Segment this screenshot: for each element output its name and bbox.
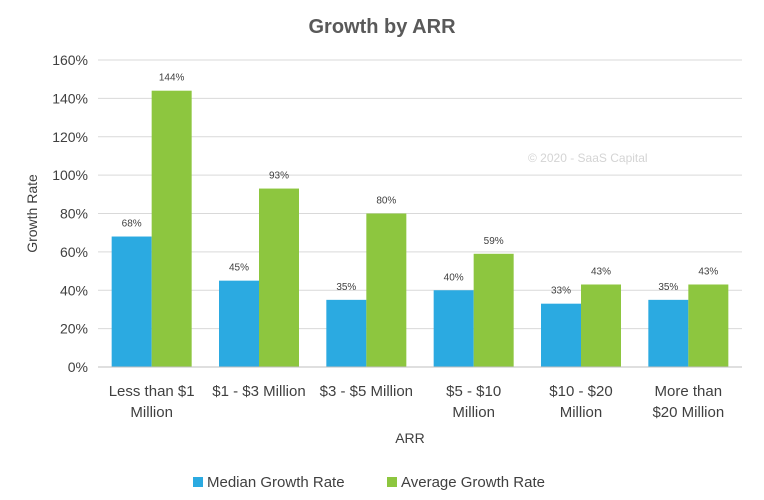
- y-axis-label: Growth Rate: [24, 174, 40, 253]
- bar-average: [259, 188, 299, 367]
- x-category-label: $3 - $5 Million: [320, 383, 413, 400]
- bar-average: [688, 284, 729, 367]
- watermark: © 2020 - SaaS Capital: [528, 151, 648, 165]
- bar-median: [541, 303, 581, 367]
- bar-average: [366, 213, 407, 367]
- y-tick-label: 80%: [60, 206, 88, 222]
- x-category-label: More than: [655, 383, 723, 400]
- gridlines: [98, 59, 742, 330]
- y-tick-label: 20%: [60, 321, 88, 337]
- bar-average: [581, 284, 621, 367]
- bar-median: [433, 290, 474, 367]
- bar-median: [326, 299, 367, 367]
- legend: Median Growth Rate Average Growth Rate: [193, 474, 545, 491]
- x-category-label: Million: [130, 404, 173, 421]
- y-tick-label: 120%: [52, 129, 88, 145]
- data-labels: 68% 144% 45% 93% 35% 80% 40% 59% 33% 43% 35% 43%: [122, 73, 719, 297]
- data-label: 80%: [376, 196, 396, 207]
- x-axis-categories: Less than $1 Million $1 - $3 Million $3 - $…: [109, 383, 724, 421]
- legend-label: Average Growth Rate: [401, 474, 545, 491]
- x-category-label: Less than $1: [109, 383, 195, 400]
- legend-swatch: [387, 477, 397, 487]
- data-label: 35%: [658, 282, 678, 293]
- bar-median: [111, 236, 152, 367]
- data-label: 33%: [551, 286, 571, 297]
- x-category-label: $20 Million: [652, 404, 724, 421]
- bar-average: [473, 253, 514, 367]
- y-tick-label: 60%: [60, 244, 88, 260]
- x-category-label: Million: [452, 404, 495, 421]
- x-category-label: $1 - $3 Million: [212, 383, 305, 400]
- data-label: 43%: [591, 266, 611, 277]
- data-label: 45%: [229, 263, 249, 274]
- data-label: 144%: [159, 73, 185, 84]
- bar-average: [151, 90, 192, 367]
- data-label: 59%: [484, 236, 504, 247]
- legend-label: Median Growth Rate: [207, 474, 345, 491]
- bars: [111, 90, 729, 367]
- y-axis-ticks: 0% 20% 40% 60% 80% 100% 120% 140% 160%: [52, 52, 88, 375]
- x-category-label: Million: [560, 404, 603, 421]
- data-label: 35%: [336, 282, 356, 293]
- y-tick-label: 100%: [52, 167, 88, 183]
- data-label: 40%: [444, 272, 464, 283]
- legend-swatch: [193, 477, 203, 487]
- data-label: 68%: [122, 219, 142, 230]
- chart-title: Growth by ARR: [308, 16, 456, 38]
- x-category-label: $10 - $20: [549, 383, 612, 400]
- bar-median: [648, 299, 689, 367]
- y-tick-label: 140%: [52, 90, 88, 106]
- x-axis-label: ARR: [395, 430, 425, 446]
- x-category-label: $5 - $10: [446, 383, 501, 400]
- y-tick-label: 160%: [52, 52, 88, 68]
- data-label: 43%: [698, 266, 718, 277]
- y-tick-label: 0%: [68, 359, 88, 375]
- bar-median: [219, 280, 259, 367]
- y-tick-label: 40%: [60, 282, 88, 298]
- data-label: 93%: [269, 171, 289, 182]
